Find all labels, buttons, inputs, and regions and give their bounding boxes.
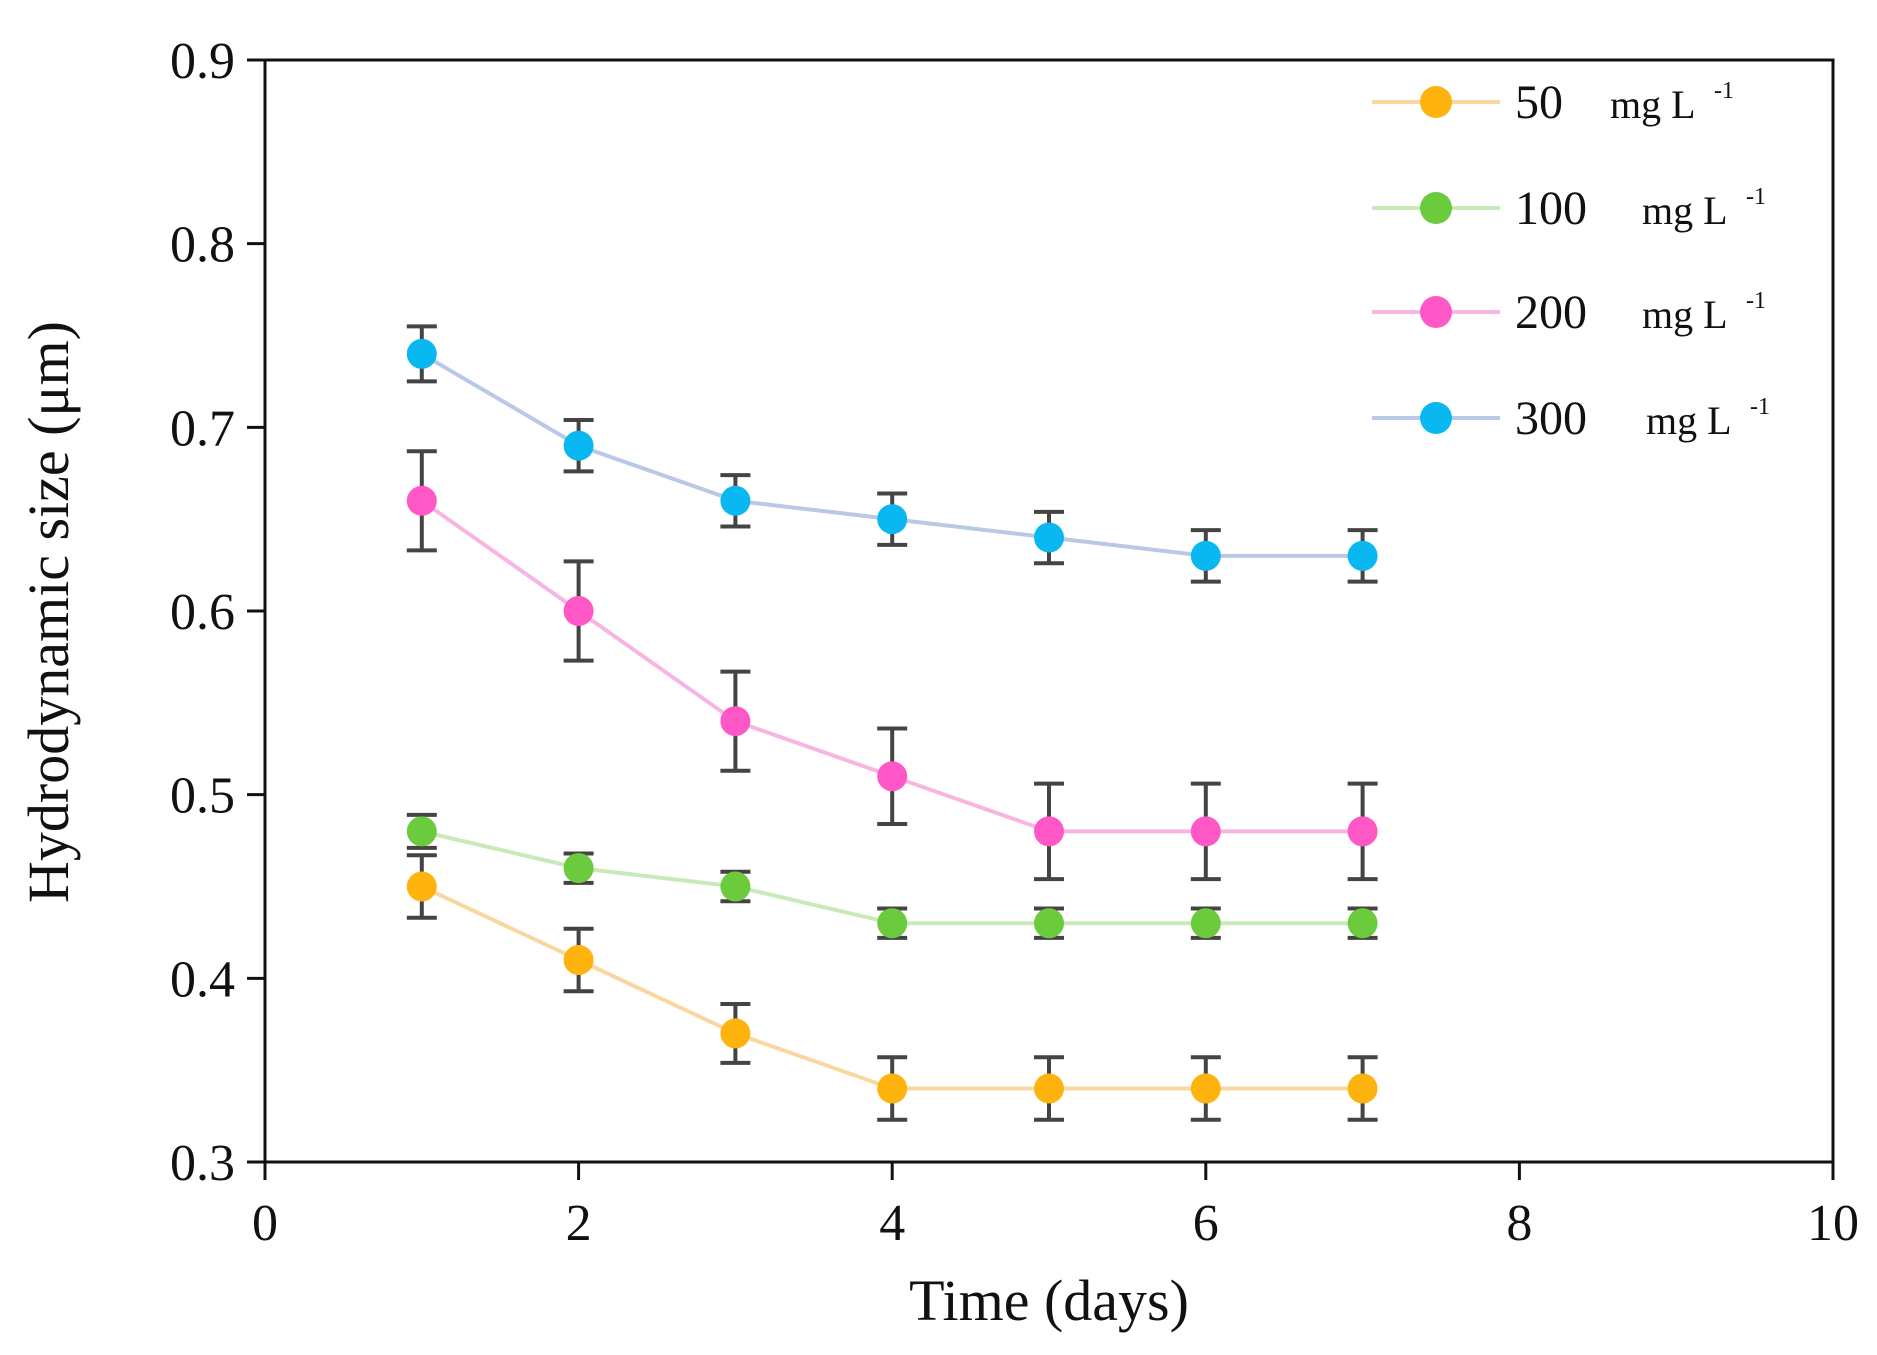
x-tick-label: 4 bbox=[879, 1195, 905, 1252]
data-point-50 bbox=[1034, 1073, 1064, 1104]
legend-unit: mg L bbox=[1646, 398, 1732, 443]
data-point-100 bbox=[1190, 908, 1221, 939]
data-point-100 bbox=[1347, 908, 1378, 939]
x-axis: 0 2 4 6 8 10 bbox=[252, 1162, 1859, 1252]
y-tick-label: 0.3 bbox=[170, 1135, 235, 1192]
legend-unit: mg L bbox=[1642, 292, 1728, 337]
data-point-100 bbox=[1034, 908, 1064, 939]
x-tick-label: 0 bbox=[252, 1195, 278, 1252]
legend-unit-superscript: -1 bbox=[1750, 394, 1770, 420]
y-tick-label: 0.6 bbox=[170, 584, 235, 641]
plot-frame bbox=[263, 58, 1835, 1164]
y-tick-label: 0.7 bbox=[170, 400, 235, 457]
data-point-300 bbox=[1190, 540, 1221, 571]
data-point-50 bbox=[563, 944, 594, 975]
data-points bbox=[406, 338, 1378, 1104]
legend-label: 300 bbox=[1515, 392, 1587, 445]
data-point-50 bbox=[1190, 1073, 1221, 1104]
legend-marker bbox=[1420, 192, 1452, 224]
data-point-50 bbox=[877, 1073, 908, 1104]
data-point-50 bbox=[720, 1018, 751, 1049]
y-tick-label: 0.8 bbox=[170, 217, 235, 274]
data-point-200 bbox=[406, 485, 437, 516]
data-point-300 bbox=[877, 504, 908, 535]
data-point-300 bbox=[563, 430, 594, 461]
legend-unit: mg L bbox=[1642, 188, 1728, 233]
data-point-100 bbox=[877, 908, 908, 939]
legend-unit-superscript: -1 bbox=[1714, 78, 1734, 104]
error-bars bbox=[406, 324, 1378, 1122]
legend-unit-superscript: -1 bbox=[1746, 288, 1766, 314]
legend-marker bbox=[1420, 402, 1452, 434]
data-point-50 bbox=[1347, 1073, 1378, 1104]
data-point-200 bbox=[1190, 816, 1221, 847]
legend-marker bbox=[1420, 296, 1452, 328]
data-point-300 bbox=[1034, 522, 1064, 553]
x-tick-label: 8 bbox=[1506, 1195, 1532, 1252]
x-axis-title: Time (days) bbox=[909, 1268, 1189, 1333]
y-axis-title: Hydrodynamic size (μm) bbox=[16, 321, 81, 903]
legend-unit: mg L bbox=[1610, 82, 1696, 127]
x-tick-label: 10 bbox=[1807, 1195, 1859, 1252]
x-tick-label: 2 bbox=[566, 1195, 592, 1252]
legend-unit-superscript: -1 bbox=[1746, 184, 1766, 210]
y-axis: 0.3 0.4 0.5 0.6 0.7 0.8 0.9 bbox=[170, 33, 265, 1192]
y-tick-label: 0.9 bbox=[170, 33, 235, 90]
legend-marker bbox=[1420, 86, 1452, 118]
data-point-200 bbox=[1034, 816, 1064, 847]
legend-label: 50 bbox=[1515, 76, 1563, 129]
data-point-100 bbox=[406, 816, 437, 847]
legend-label: 100 bbox=[1515, 182, 1587, 235]
data-point-300 bbox=[406, 338, 437, 369]
plot-border bbox=[263, 58, 1835, 1164]
x-tick-label: 6 bbox=[1193, 1195, 1219, 1252]
data-point-200 bbox=[1347, 816, 1378, 847]
y-tick-label: 0.4 bbox=[170, 951, 235, 1008]
data-point-300 bbox=[720, 485, 751, 516]
legend: 50 mg L -1 100 mg L -1 200 mg L -1 300 mg L -1 bbox=[1372, 76, 1770, 445]
data-point-100 bbox=[720, 871, 751, 902]
data-point-200 bbox=[563, 596, 594, 626]
legend-label: 200 bbox=[1515, 286, 1587, 339]
data-point-300 bbox=[1347, 540, 1378, 571]
y-tick-label: 0.5 bbox=[170, 768, 235, 825]
data-point-50 bbox=[406, 871, 437, 902]
data-point-200 bbox=[877, 761, 908, 792]
series-lines bbox=[420, 352, 1363, 1091]
data-point-100 bbox=[563, 853, 594, 884]
data-point-200 bbox=[720, 706, 751, 737]
